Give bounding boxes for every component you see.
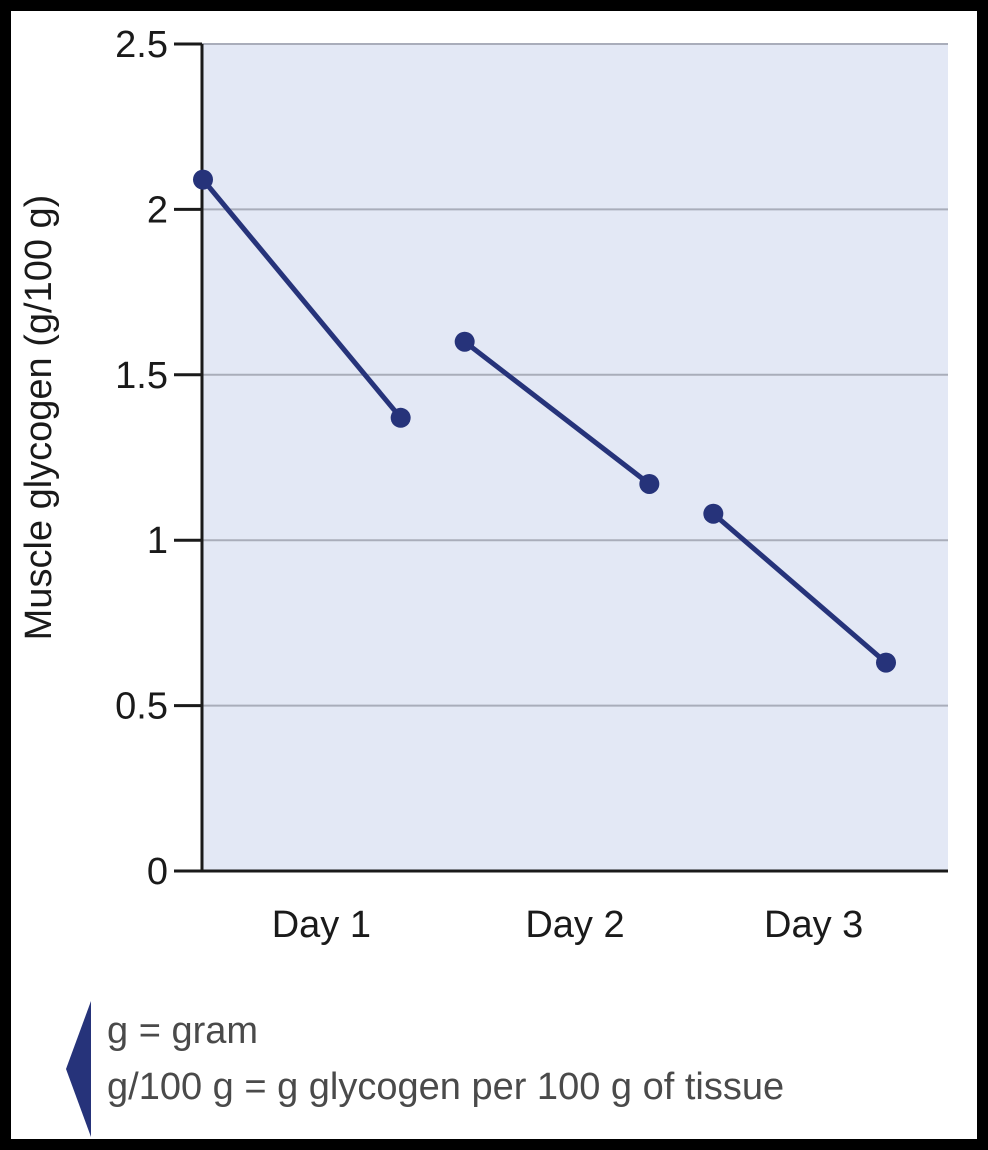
note-marker-icon xyxy=(66,1001,91,1137)
y-tick-label-0: 0 xyxy=(147,851,168,893)
x-category-labels: Day 1 Day 2 Day 3 xyxy=(272,904,864,946)
y-tick-label-2: 1 xyxy=(147,520,168,562)
x-category-label-1: Day 2 xyxy=(525,904,624,946)
data-point-0-end xyxy=(390,407,411,428)
data-point-2-start xyxy=(703,503,724,524)
y-tick-label-3: 1.5 xyxy=(115,355,168,397)
y-tick-label-4: 2 xyxy=(147,189,168,231)
note-unit-definition: g/100 g = g glycogen per 100 g of tissue xyxy=(107,1066,784,1108)
series-segment-0 xyxy=(201,178,403,420)
figure-frame: 0 0.5 1 1.5 2 2.5 Muscle glycogen (g/100 g) D… xyxy=(11,11,977,1139)
gridlines xyxy=(202,43,948,707)
data-series xyxy=(193,169,896,673)
plot-background xyxy=(202,44,948,871)
series-segment-2 xyxy=(711,511,888,665)
data-point-1-end xyxy=(639,473,660,494)
data-point-1-start xyxy=(454,331,475,352)
data-point-0-start xyxy=(193,169,213,190)
glycogen-chart: 0 0.5 1 1.5 2 2.5 Muscle glycogen (g/100 g) D… xyxy=(18,24,948,1137)
y-tick-label-1: 0.5 xyxy=(115,686,168,728)
legend-notes: g = gram g/100 g = g glycogen per 100 g … xyxy=(66,1001,784,1137)
series-segment-1 xyxy=(463,339,651,486)
x-category-label-2: Day 3 xyxy=(764,904,863,946)
x-category-label-0: Day 1 xyxy=(272,904,371,946)
y-tick-label-5: 2.5 xyxy=(115,24,168,66)
note-gram: g = gram xyxy=(107,1010,258,1052)
y-axis-title: Muscle glycogen (g/100 g) xyxy=(18,195,60,641)
data-point-2-end xyxy=(876,652,896,673)
y-tick-labels: 0 0.5 1 1.5 2 2.5 xyxy=(115,24,168,893)
